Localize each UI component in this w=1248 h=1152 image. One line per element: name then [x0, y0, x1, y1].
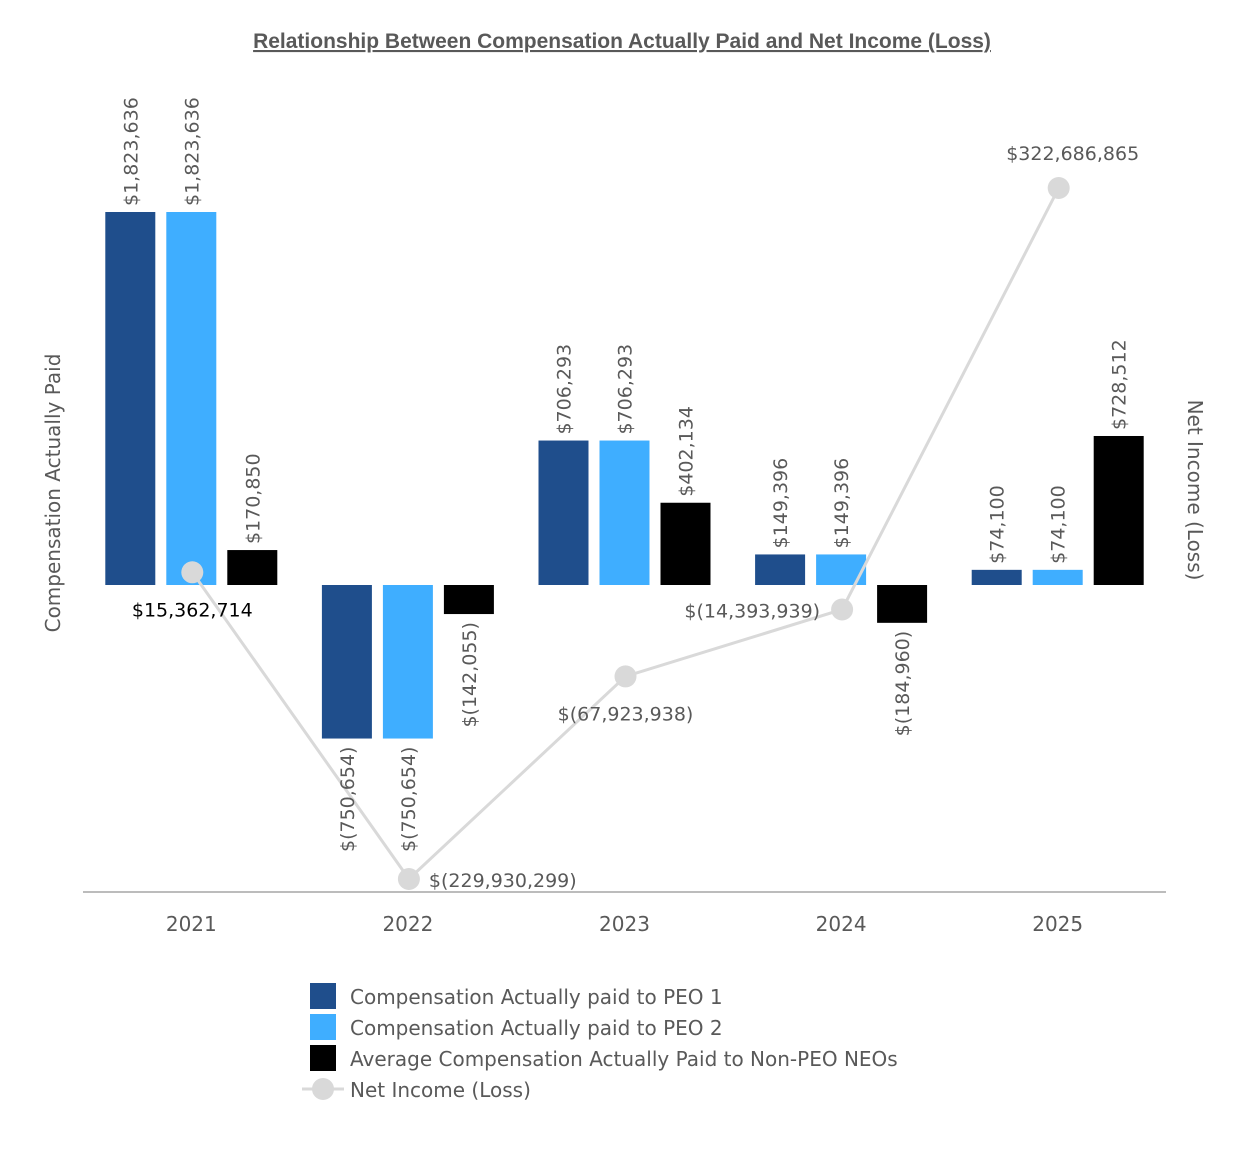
bar-2025-series-3 — [1093, 435, 1144, 585]
bar-label-2023-series-2: $706,293 — [615, 344, 637, 435]
bar-label-2024-series-2: $149,396 — [831, 458, 853, 549]
x-tick-2023: 2023 — [599, 912, 650, 936]
bar-label-2021-series-3: $170,850 — [242, 453, 264, 544]
y2-axis-title: Net Income (Loss) — [1183, 400, 1207, 581]
bar-label-2023-series-3: $402,134 — [676, 406, 698, 497]
x-tick-2025: 2025 — [1032, 912, 1083, 936]
bar-2023-series-3 — [660, 502, 711, 585]
y-axis-title: Compensation Actually Paid — [41, 354, 65, 633]
legend-swatch-2 — [310, 1014, 336, 1040]
bar-label-2025-series-3: $728,512 — [1109, 339, 1131, 430]
bar-2021-series-2 — [166, 212, 217, 585]
bar-label-2023-series-1: $706,293 — [554, 344, 576, 435]
bar-2021-series-3 — [227, 550, 278, 585]
bar-label-2022-series-1: $(750,654) — [337, 747, 359, 852]
net-income-point-2024 — [831, 598, 854, 621]
bar-label-2024-series-1: $149,396 — [770, 458, 792, 549]
x-axis-ticks: 2021 2022 2023 2024 2025 — [166, 912, 1083, 936]
bar-2022-series-1 — [321, 585, 372, 739]
x-tick-2022: 2022 — [382, 912, 433, 936]
chart-title: Relationship Between Compensation Actual… — [253, 30, 991, 53]
legend-swatch-3 — [310, 1045, 336, 1071]
x-tick-2021: 2021 — [166, 912, 217, 936]
legend-swatch-1 — [310, 983, 336, 1009]
bar-label-2021-series-2: $1,823,636 — [181, 97, 203, 206]
bar-2022-series-3 — [443, 585, 494, 615]
net-income-point-2022 — [397, 868, 420, 890]
net-income-point-2025 — [1047, 177, 1070, 199]
legend-label-1: Compensation Actually paid to PEO 1 — [350, 985, 723, 1009]
bar-2021-series-1 — [105, 212, 156, 585]
bar-2024-series-3 — [877, 585, 928, 623]
legend-label-2: Compensation Actually paid to PEO 2 — [350, 1016, 723, 1040]
bar-label-2021-series-1: $1,823,636 — [120, 97, 142, 206]
bar-2025-series-2 — [1032, 569, 1083, 585]
net-income-label-2021: $15,362,714 — [132, 599, 253, 621]
bar-label-2025-series-2: $74,100 — [1048, 485, 1070, 564]
net-income-point-2021 — [181, 561, 204, 584]
net-income-label-2024: $(14,393,939) — [684, 600, 820, 622]
legend-label-4: Net Income (Loss) — [350, 1078, 531, 1102]
net-income-label-2025: $322,686,865 — [1006, 143, 1139, 165]
bar-2022-series-2 — [382, 585, 433, 739]
bar-label-2022-series-3: $(142,055) — [459, 622, 481, 727]
bar-2025-series-1 — [971, 569, 1022, 585]
bar-2023-series-2 — [599, 440, 650, 585]
legend-marker — [312, 1078, 334, 1100]
net-income-line — [181, 177, 1070, 890]
bars — [105, 212, 1144, 739]
bar-2024-series-1 — [755, 554, 806, 585]
x-tick-2024: 2024 — [816, 912, 867, 936]
legend: Compensation Actually paid to PEO 1 Compe… — [302, 983, 898, 1102]
net-income-label-2023: $(67,923,938) — [558, 703, 694, 725]
bar-label-2024-series-3: $(184,960) — [892, 631, 914, 736]
data-labels: $1,823,636 $1,823,636 $170,850 $(750,654) $(… — [120, 97, 1139, 892]
bar-2023-series-1 — [538, 440, 589, 585]
bar-label-2025-series-1: $74,100 — [987, 485, 1009, 564]
legend-label-3: Average Compensation Actually Paid to No… — [350, 1047, 898, 1071]
bar-label-2022-series-2: $(750,654) — [398, 747, 420, 852]
net-income-point-2023 — [614, 665, 637, 688]
net-income-label-2022: $(229,930,299) — [429, 870, 577, 892]
